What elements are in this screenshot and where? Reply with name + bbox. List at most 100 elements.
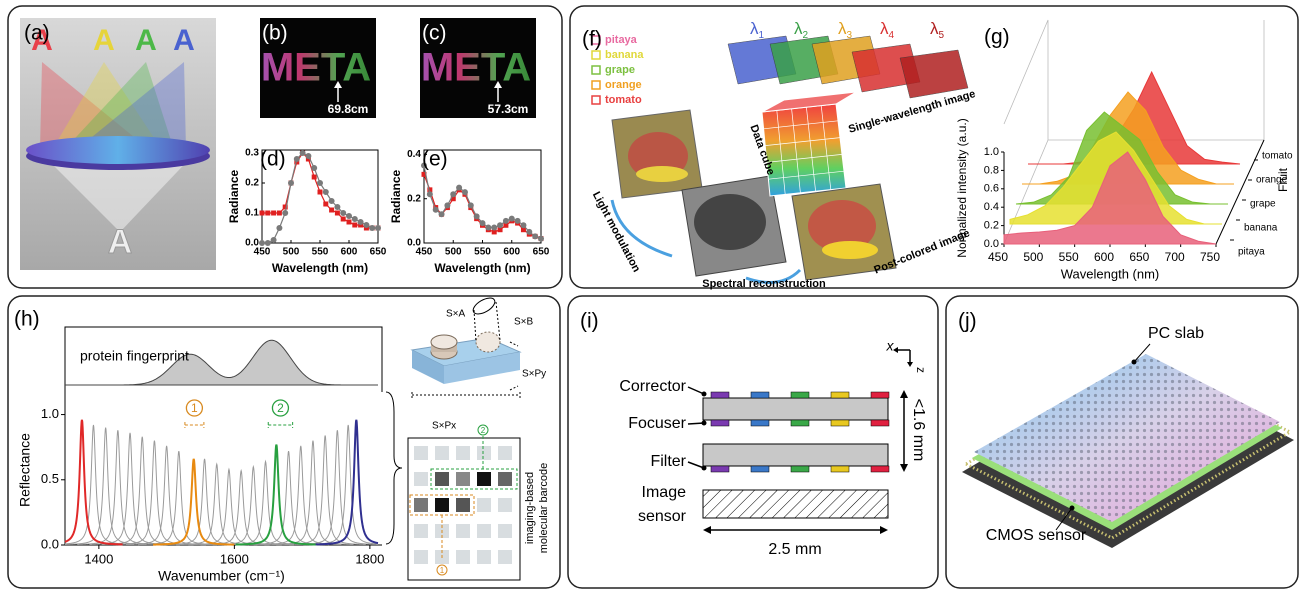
metasurface-tab [871,420,889,426]
barcode-cell [456,524,470,538]
data-point [462,189,468,195]
barcode-cell [456,472,470,486]
x-tick-label: 750 [1200,250,1220,264]
focal-letter: A [93,24,115,57]
component-label: Filter [650,453,686,470]
fingerprint-label: protein fingerprint [80,348,189,364]
banana [636,166,688,182]
wavelength-label: λ2 [794,19,809,40]
data-point [335,211,340,216]
data-point [485,225,491,231]
y-tick-label: 1.0 [41,406,59,421]
legend-label: tomato [605,94,642,106]
data-point [468,202,474,208]
marker-number: 2 [481,426,486,435]
data-point [520,222,526,228]
data-point [427,191,433,197]
barcode-cell [477,472,491,486]
data-point [456,185,462,191]
z-axis-label: Fruit [1276,167,1290,192]
data-point [352,216,358,222]
metasurface-tab [831,420,849,426]
resonance-peak [297,430,378,544]
barcode-cell [414,524,428,538]
data-point [277,211,282,216]
metalens [26,136,210,164]
data-point [271,211,276,216]
data-point [347,220,352,225]
arrow-head [900,390,908,398]
y-axis-label: Radiance [227,169,241,223]
resonance-peak [308,425,378,544]
x-tick-label: 650 [533,247,550,258]
disk-a-top [431,335,457,349]
barcode-cell [498,550,512,564]
axis-name: x [886,338,895,354]
component-label: sensor [638,508,687,525]
panel-label: (i) [580,310,599,333]
legend-label: grape [605,64,635,76]
barcode-label: imaging-based [524,472,536,544]
series-label: grape [1250,199,1276,210]
x-tick-label: 500 [283,247,300,258]
metasurface-tab [871,466,889,472]
series-label: banana [1244,223,1278,234]
x-tick-label: 550 [1059,250,1079,264]
panel-label: (f) [582,28,602,51]
panel-frame [568,296,938,588]
data-point [450,191,456,197]
barcode-cell [414,446,428,460]
barcode-cell [498,524,512,538]
panel-label: (c) [422,22,447,45]
wavelength-image [900,50,968,98]
axis-arrow [907,362,913,367]
arrow-head [880,526,888,534]
y-tick-label: 0.5 [41,471,59,486]
pointer-head [702,392,707,397]
resonance-peak [65,428,146,545]
y-tick-label: 0.4 [984,201,999,213]
pointer-head [702,466,707,471]
resonance-peak [89,433,170,545]
data-point [288,180,294,186]
data-point [312,175,317,180]
wavelength-label: λ4 [880,19,895,40]
barcode-cell [414,550,428,564]
data-point [497,222,503,228]
series-label: pitaya [1238,247,1265,258]
x-axis-label: Wavenumber (cm⁻¹) [158,568,285,584]
metasurface-tab [831,466,849,472]
y-axis-label: Reflectance [17,433,33,507]
legend-label: pitaya [605,34,638,46]
x-tick-label: 500 [1023,250,1043,264]
barcode-cell [456,550,470,564]
pointer [688,387,704,394]
disk-b-outline [471,295,498,317]
annotation-number: 2 [277,401,284,415]
data-point [271,237,277,243]
metasurface-tab [711,420,729,426]
x-tick-label: 500 [445,247,462,258]
y-axis-label: Normalized intensity (a.u.) [955,118,969,257]
component-label: Image [642,484,687,501]
part-label: CMOS sensor [986,527,1087,544]
data-point [329,208,334,213]
data-point [363,222,369,228]
data-point [352,223,357,228]
data-point [375,225,381,231]
page-body: { "panels": { "a": {"label": "(a)", "let… [0,0,1304,592]
pointer [688,462,704,468]
data-point [515,218,521,224]
x-tick-label: 1800 [355,551,384,566]
panel-label: (d) [260,148,286,171]
wavelength-sub: 1 [759,30,765,41]
axis-icon [896,350,910,364]
legend-swatch [592,81,600,89]
data-point [433,207,439,213]
data-point [323,202,328,207]
metasurface-tab [751,420,769,426]
metasurface-tab [751,392,769,398]
legend-label: banana [605,49,644,61]
resonance-peak [114,441,195,545]
brace [386,392,402,544]
